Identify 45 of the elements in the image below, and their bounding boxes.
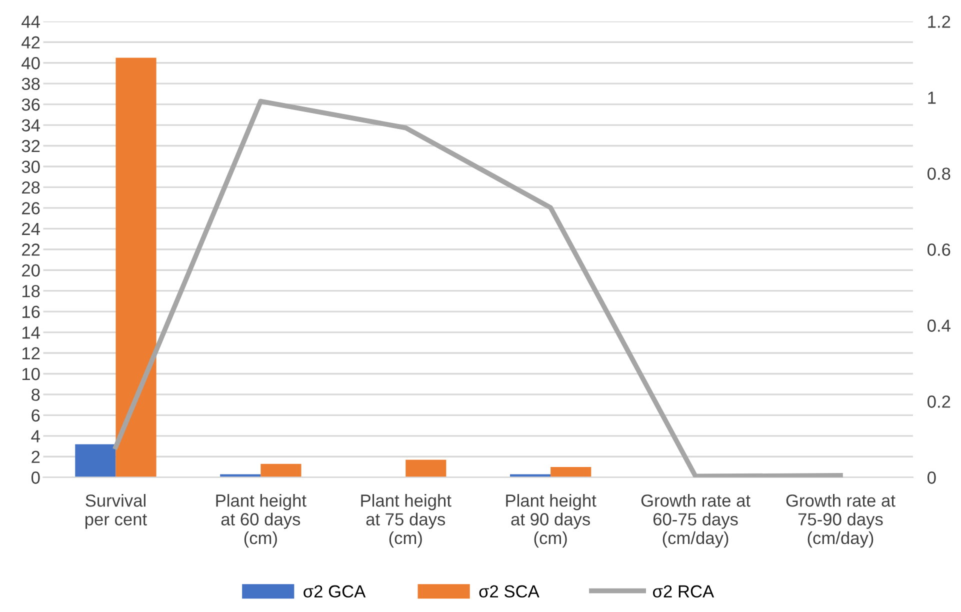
y2-tick-label: 0.4 (928, 320, 950, 332)
y-tick-label: 28 (22, 181, 40, 194)
y-tick-label: 22 (22, 244, 40, 256)
y-tick-label: 12 (22, 347, 40, 360)
y-tick-label: 24 (22, 222, 40, 235)
y2-tick-label: 0.6 (928, 244, 950, 256)
y-tick-label: 32 (22, 140, 40, 152)
legend-label: σ2 GCA (304, 585, 366, 598)
x-tick-label: Plant height at 75 days (cm) (361, 494, 452, 548)
y-tick-label: 34 (22, 119, 40, 132)
legend-label: σ2 RCA (652, 585, 714, 598)
y-tick-label: 26 (22, 202, 40, 214)
bar (550, 467, 592, 478)
line-series (113, 98, 843, 478)
x-tick-label: Growth rate at 75-90 days (cm/day) (786, 494, 896, 548)
bar (116, 58, 156, 478)
y-tick-label: 42 (22, 36, 40, 48)
x-tick-label: Plant height at 90 days (cm) (506, 494, 596, 548)
y-tick-label: 44 (22, 16, 40, 28)
x-tick-label: Growth rate at 60-75 days (cm/day) (641, 494, 750, 548)
y2-tick-label: 1.2 (928, 16, 950, 28)
y-tick-label: 38 (22, 78, 40, 90)
y-tick-label: 0 (31, 472, 40, 484)
y-tick-label: 2 (32, 450, 40, 463)
y-tick-label: 6 (32, 409, 40, 422)
y-tick-label: 20 (22, 264, 40, 277)
legend-label: σ2 SCA (479, 585, 540, 598)
x-tick-label: Survival per cent (85, 494, 147, 529)
y2-tick-label: 0.2 (928, 396, 950, 408)
y2-tick-label: 1 (928, 92, 936, 104)
x-tick-label: Plant height at 60 days (cm) (216, 494, 306, 548)
y-tick-label: 14 (22, 326, 40, 339)
bar (260, 464, 302, 478)
y-tick-label: 16 (22, 306, 40, 318)
y-tick-label: 4 (31, 430, 40, 442)
y-tick-label: 40 (22, 57, 40, 70)
y-tick-label: 10 (22, 368, 40, 380)
y-tick-label: 36 (22, 98, 40, 111)
bar (406, 460, 446, 478)
y-tick-label: 8 (32, 388, 40, 401)
y2-tick-label: 0 (928, 472, 936, 484)
y2-tick-label: 0.8 (928, 168, 950, 180)
bar (75, 444, 116, 478)
y-tick-label: 18 (22, 285, 40, 298)
y-tick-label: 30 (22, 160, 40, 173)
